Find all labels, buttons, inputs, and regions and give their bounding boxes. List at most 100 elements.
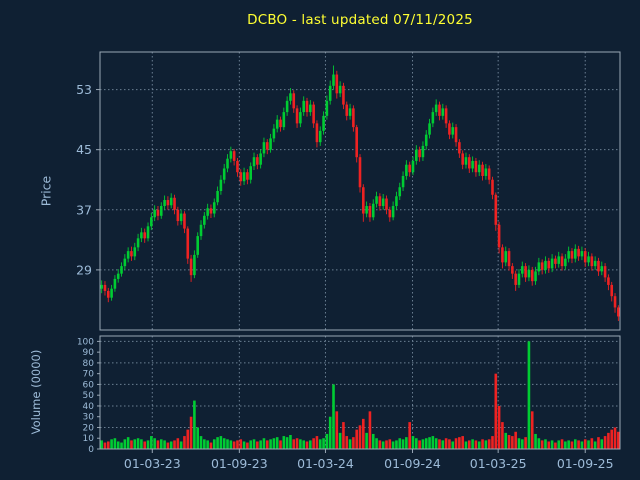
candle-body [477,164,481,173]
candle-body [133,247,137,257]
volume-bar [467,440,471,449]
candle-body [259,153,262,165]
candle-body [557,256,561,264]
volume-bar [375,438,378,449]
candle-body [183,213,186,229]
candle-body [365,206,368,214]
candle-body [179,213,183,222]
candle-body [428,123,431,135]
volume-bar [368,411,372,449]
candle-body [441,108,445,116]
candle-body [186,228,190,259]
volume-bar [189,416,193,449]
candle-body [467,157,471,169]
candle-body [352,108,355,128]
candle-body [325,100,329,116]
candle-body [514,273,517,285]
volume-bar [464,441,468,449]
volume-bar [146,440,150,449]
candle-body [497,224,501,248]
candle-body [431,112,435,124]
candle-body [206,208,209,216]
volume-bar [573,439,577,449]
price-axis-label: Price [38,175,54,207]
volume-tick-label: 30 [83,413,95,423]
volume-bar [398,438,402,449]
volume-bar [302,440,305,449]
candle-body [130,251,133,257]
candle-body [103,284,107,291]
volume-bar [226,439,229,449]
volume-bar [242,441,246,449]
candle-body [391,206,395,218]
volume-bar [530,411,534,449]
volume-bar [259,440,262,449]
volume-bar [610,429,614,449]
candle-body [454,127,458,143]
candle-body [371,203,375,218]
volume-bar [474,440,478,449]
candle-body [411,160,415,173]
candle-body [209,208,213,214]
candle-body [444,108,448,124]
volume-bar [140,439,143,449]
volume-bar [342,422,345,449]
candle-body [494,194,498,225]
candle-body [554,258,557,264]
volume-bar [534,433,537,449]
candle-body [335,74,339,94]
candle-body [408,164,411,173]
volume-bar [477,441,481,449]
volume-bar [501,422,504,449]
candle-body [358,157,362,188]
candle-body [106,290,110,298]
candle-body [242,172,246,182]
candle-body [126,251,130,259]
candle-body [295,108,299,124]
volume-bar [159,439,163,449]
candle-body [173,197,176,210]
volume-bar [212,439,216,449]
candle-body [362,187,365,214]
chart-title: DCBO - last updated 07/11/2025 [247,12,473,28]
volume-bar [275,437,279,449]
volume-bar [123,439,127,449]
volume-bar [166,442,170,449]
volume-bar [401,439,405,449]
candle-body [491,179,494,195]
candle-body [355,127,358,158]
candle-body [265,142,269,150]
volume-bar [156,440,160,449]
candle-body [388,209,392,218]
candle-body [285,100,289,113]
candle-body [153,209,156,218]
volume-bar [434,438,438,449]
candle-body [348,108,352,116]
volume-bar [249,440,253,449]
candle-body [275,119,279,129]
volume-bar [186,429,190,449]
candle-body [256,157,259,165]
candle-body [193,254,196,276]
volume-bar [405,437,408,449]
candle-body [328,85,332,101]
candle-body [577,248,580,257]
volume-tick-label: 40 [83,402,95,412]
volume-bar [183,436,186,449]
gridlines [100,52,620,449]
volume-bar [173,440,176,449]
volume-tick-label: 100 [77,337,94,347]
candle-body [249,166,253,180]
volume-bar [444,438,448,449]
volume-bar [299,439,302,449]
volume-bar [448,439,451,449]
candle-body [166,200,170,206]
volume-bar [362,418,365,449]
volume-bar [219,436,223,449]
candle-body [603,266,607,278]
volume-bar [603,436,607,449]
volume-bar [590,438,594,449]
candle-body [590,256,594,267]
candle-body [219,179,223,191]
